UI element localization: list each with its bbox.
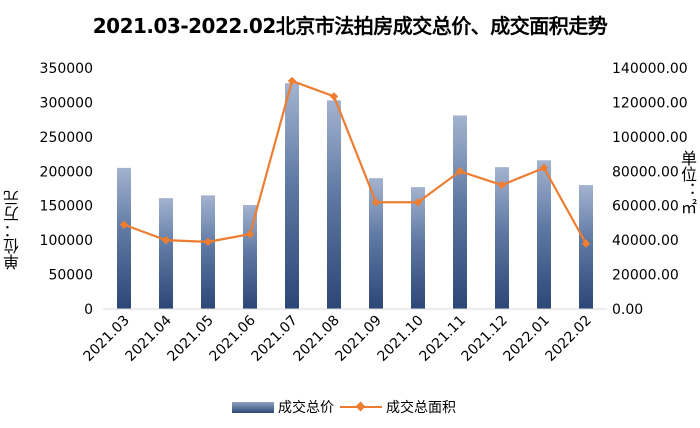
- y-left-tick: 0: [84, 302, 93, 318]
- legend-label-bar: 成交总价: [278, 400, 334, 416]
- area-point-2021.07: [287, 76, 297, 86]
- legend-bar-swatch: [232, 401, 274, 413]
- y-left-tick: 100000: [40, 233, 93, 249]
- y-left-tick: 250000: [40, 130, 93, 146]
- area-point-2021.10: [413, 198, 423, 207]
- y-left-tick: 200000: [40, 164, 93, 180]
- bar-2021.03: [117, 167, 131, 309]
- legend-item-line: 成交总面积: [340, 397, 456, 417]
- y-left-tick: 350000: [40, 61, 93, 77]
- y-right-tick: 20000.00: [612, 268, 679, 284]
- area-point-2021.09: [371, 198, 381, 207]
- legend-item-bar: 成交总价: [232, 397, 334, 417]
- area-point-2021.11: [455, 167, 465, 176]
- legend-line-swatch: [340, 400, 382, 414]
- area-point-2021.04: [161, 235, 171, 245]
- y-right-tick: 60000.00: [612, 199, 679, 215]
- bar-2021.12: [495, 167, 509, 309]
- y-right-tick: 120000.00: [612, 95, 688, 111]
- y-right-tick: 140000.00: [612, 61, 688, 77]
- area-point-2022.01: [539, 163, 549, 173]
- area-point-2021.12: [497, 180, 507, 190]
- area-point-2022.02: [581, 239, 591, 248]
- y-right-tick: 80000.00: [612, 164, 679, 180]
- legend-label-line: 成交总面积: [386, 400, 456, 416]
- y-right-tick: 40000.00: [612, 233, 679, 249]
- bar-2021.07: [285, 83, 299, 309]
- area-point-2021.06: [245, 229, 255, 239]
- bar-2022.01: [537, 160, 551, 309]
- y-left-tick: 150000: [40, 199, 93, 215]
- y-right-tick: 100000.00: [612, 130, 688, 146]
- y-right-tick: 0.00: [612, 302, 643, 318]
- y-left-tick: 300000: [40, 95, 93, 111]
- bar-2021.11: [453, 115, 467, 309]
- x-tick-label: 2022.02: [543, 313, 595, 365]
- legend: 成交总价 成交总面积: [232, 397, 462, 417]
- y-axis-right-label: 单位：㎡: [678, 150, 697, 214]
- bar-2021.06: [243, 205, 257, 309]
- area-point-2021.08: [329, 92, 339, 101]
- bar-2021.08: [327, 100, 341, 309]
- y-left-tick: 50000: [48, 268, 93, 284]
- bar-2021.05: [201, 195, 215, 309]
- area-line: [123, 79, 587, 245]
- chart-title: 2021.03-2022.02北京市法拍房成交总价、成交面积走势: [92, 14, 608, 38]
- bar-2021.04: [159, 198, 173, 309]
- bar-2021.09: [369, 178, 383, 309]
- area-point-2021.05: [203, 237, 213, 247]
- bar-2021.10: [411, 187, 425, 309]
- area-point-2021.03: [119, 220, 129, 229]
